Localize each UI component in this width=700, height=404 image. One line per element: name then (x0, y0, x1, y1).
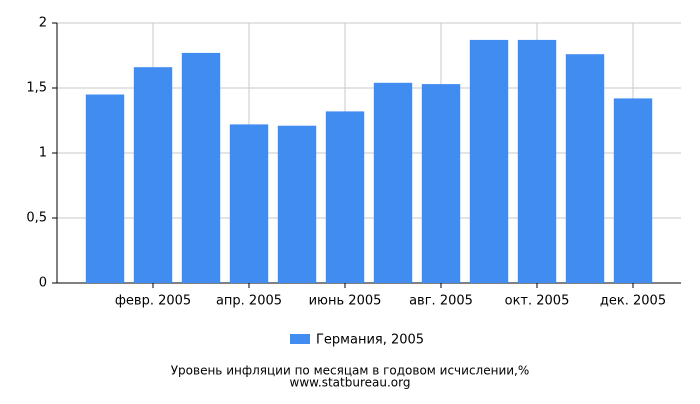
bar (85, 94, 125, 283)
bar (277, 125, 317, 283)
bar (325, 111, 365, 284)
bar (517, 39, 557, 284)
chart-source: www.statbureau.org (290, 376, 411, 390)
bar (469, 39, 509, 284)
x-tick-label: дек. 2005 (600, 294, 666, 309)
bar (565, 54, 605, 284)
bar (421, 84, 461, 283)
y-tick-label: 1 (39, 146, 47, 161)
bar (229, 124, 269, 284)
y-tick-label: 0 (39, 276, 47, 291)
x-tick-label: июнь 2005 (309, 294, 382, 309)
x-tick-label: авг. 2005 (409, 294, 473, 309)
bar (181, 52, 221, 284)
y-tick-label: 1,5 (26, 81, 47, 96)
chart-title: Уровень инфляции по месяцам в годовом ис… (171, 364, 530, 378)
x-tick-label: апр. 2005 (216, 294, 282, 309)
legend-label: Германия, 2005 (316, 333, 424, 348)
x-tick-label: окт. 2005 (505, 294, 570, 309)
bar (613, 98, 653, 284)
bar (373, 82, 413, 283)
bar (133, 67, 173, 283)
y-tick-label: 2 (39, 16, 47, 31)
legend-swatch (290, 334, 310, 344)
y-tick-label: 0,5 (26, 211, 47, 226)
x-tick-label: февр. 2005 (115, 294, 191, 309)
